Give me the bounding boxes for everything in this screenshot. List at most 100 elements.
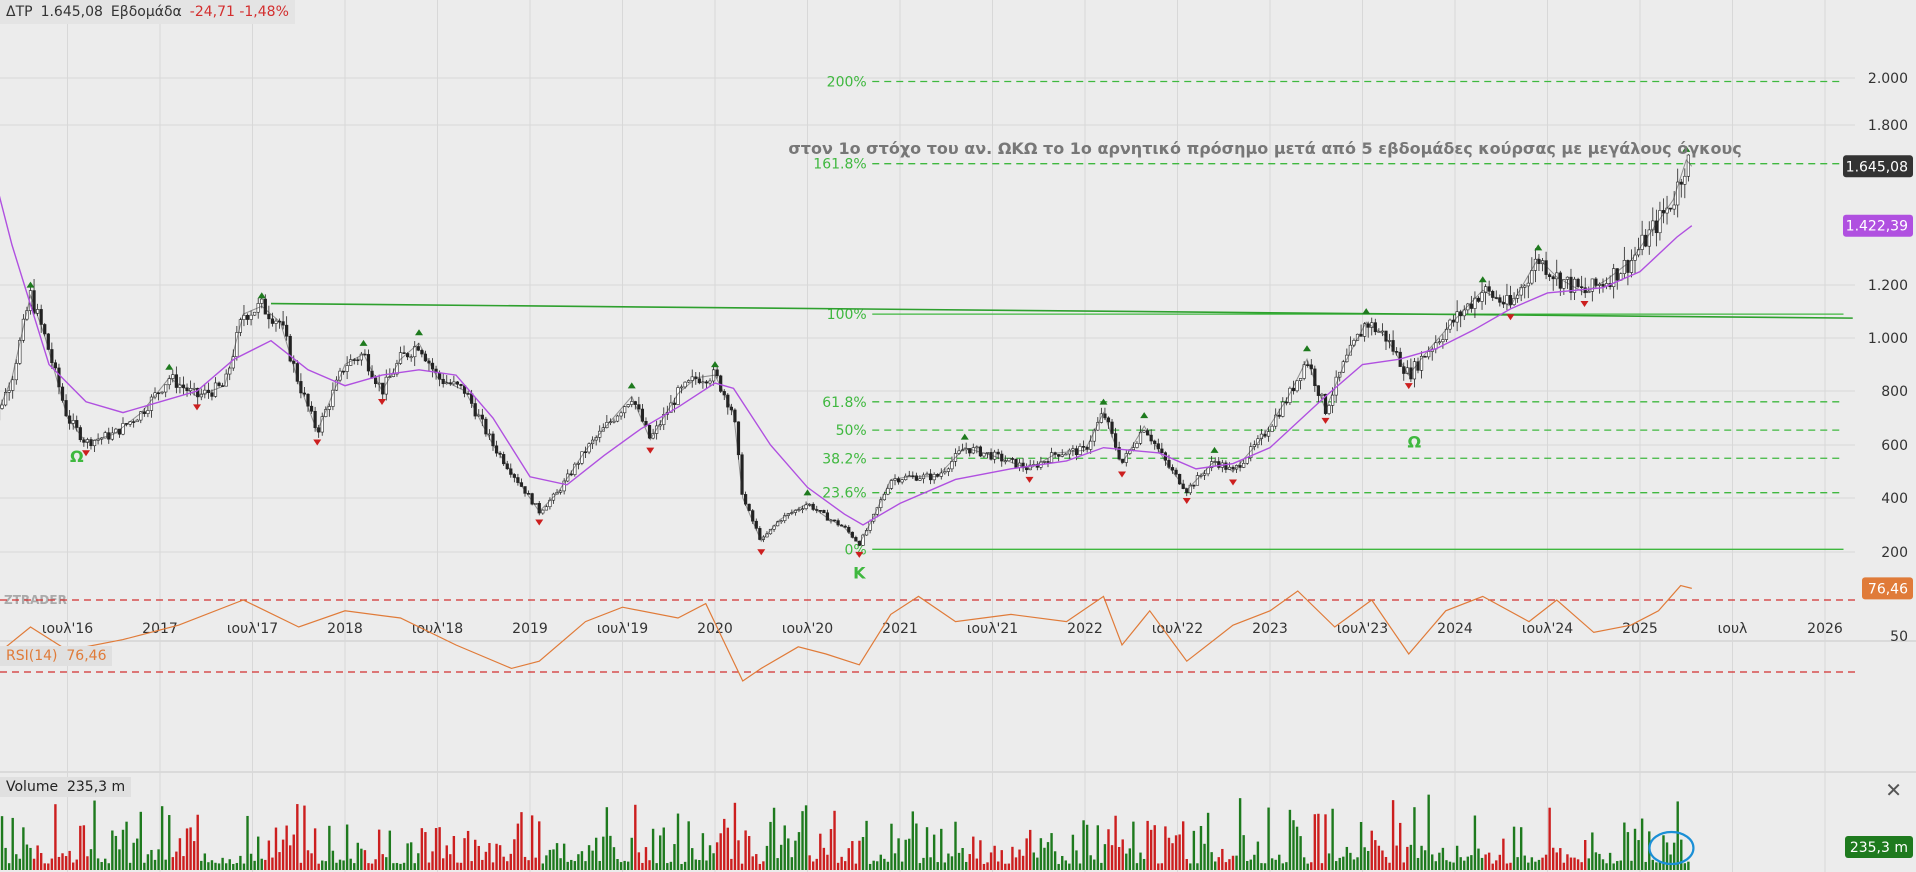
candle-body xyxy=(1135,443,1139,448)
volume-bar xyxy=(431,851,434,870)
fractal-low-marker xyxy=(855,551,864,558)
symbol-label: ΔΤΡ xyxy=(6,4,33,20)
candle-body xyxy=(612,420,616,423)
volume-bar xyxy=(801,811,804,870)
volume-value: 235,3 m xyxy=(66,779,126,795)
volume-bar xyxy=(530,815,534,870)
candle-body xyxy=(1071,448,1075,451)
volume-bar xyxy=(1665,842,1669,870)
volume-bar xyxy=(1555,852,1558,870)
volume-bar xyxy=(374,859,377,870)
volume-bar xyxy=(1142,858,1146,870)
volume-bar xyxy=(1601,859,1605,870)
candle-body xyxy=(1295,380,1299,392)
candle-body xyxy=(1323,393,1328,414)
volume-panel-label[interactable]: Volume 235,3 m xyxy=(0,777,132,797)
candle-body xyxy=(1565,276,1570,280)
fractal-low-marker xyxy=(378,399,386,405)
x-tick-label: 2021 xyxy=(882,621,918,637)
candle-body xyxy=(1373,322,1377,333)
volume-bar xyxy=(865,820,868,870)
volume-bar xyxy=(1359,821,1363,870)
volume-bar xyxy=(185,828,189,870)
volume-bar xyxy=(1644,861,1647,870)
candle-body xyxy=(164,384,168,393)
volume-bar xyxy=(559,858,562,870)
volume-bar xyxy=(787,838,790,870)
fib-label: 161.8% xyxy=(813,157,866,173)
candle-body xyxy=(1587,291,1591,294)
volume-bar xyxy=(708,845,712,870)
rsi-panel-label[interactable]: RSI(14) 76,46 xyxy=(0,646,113,666)
volume-highlight-circle xyxy=(1648,830,1695,866)
fractal-low-marker xyxy=(646,447,655,454)
volume-bar xyxy=(1292,820,1295,870)
volume-bar xyxy=(338,859,342,870)
volume-bar xyxy=(1117,846,1121,870)
volume-bar xyxy=(943,862,947,870)
candle-body xyxy=(366,354,371,372)
volume-bar xyxy=(1541,857,1544,870)
candle-body xyxy=(701,381,705,384)
volume-bar xyxy=(1338,857,1341,870)
volume-bar xyxy=(979,840,982,870)
volume-bar xyxy=(868,863,872,870)
rsi-line xyxy=(0,584,1692,682)
candle-body xyxy=(832,519,837,522)
candle-body xyxy=(1192,484,1196,487)
candle-body xyxy=(1049,452,1054,463)
volume-bar xyxy=(1391,800,1395,870)
volume-bar xyxy=(1224,862,1228,870)
volume-bar xyxy=(744,830,747,870)
volume-bar xyxy=(1007,863,1011,870)
volume-bar xyxy=(918,863,922,870)
candle-body xyxy=(274,320,278,324)
volume-bar xyxy=(651,828,655,870)
candle-body xyxy=(1491,291,1495,298)
volume-bar xyxy=(1395,845,1398,870)
candle-body xyxy=(1010,458,1015,460)
timeframe-label[interactable]: Εβδομάδα xyxy=(110,4,182,20)
volume-bar xyxy=(719,833,722,870)
volume-bar xyxy=(1249,859,1252,870)
volume-bar xyxy=(598,860,601,870)
volume-bar xyxy=(395,862,399,870)
fractal-low-marker xyxy=(1580,300,1589,307)
volume-bar xyxy=(630,837,633,870)
volume-bar xyxy=(1107,829,1110,870)
volume-bar xyxy=(221,857,224,870)
volume-bar xyxy=(1167,837,1171,870)
volume-bar xyxy=(1438,852,1441,870)
volume-bar xyxy=(691,848,694,870)
volume-bar xyxy=(217,863,221,870)
volume-bar xyxy=(1463,860,1466,870)
volume-bar xyxy=(224,863,228,870)
candle-body xyxy=(92,440,97,447)
candle-body xyxy=(797,509,801,511)
candle-body xyxy=(263,298,267,315)
volume-bar xyxy=(495,843,498,870)
volume-bar xyxy=(264,859,267,870)
volume-bar xyxy=(1039,838,1043,870)
volume-bar xyxy=(872,860,875,870)
volume-bar xyxy=(1637,840,1640,870)
x-tick-label: 2024 xyxy=(1437,621,1473,637)
candle-body xyxy=(1391,340,1395,352)
close-icon[interactable]: ✕ xyxy=(1885,778,1902,802)
candle-body xyxy=(1562,279,1566,289)
candle-body xyxy=(146,410,150,414)
fib-label: 200% xyxy=(827,75,867,91)
volume-bar xyxy=(1310,862,1313,870)
candle-body xyxy=(1081,446,1086,448)
candle-body xyxy=(1380,330,1385,333)
volume-bar xyxy=(1399,822,1402,870)
volume-bar xyxy=(1014,857,1018,870)
x-tick-label: 2022 xyxy=(1067,621,1103,637)
candle-body xyxy=(139,411,143,421)
volume-bar xyxy=(385,857,388,870)
volume-bar xyxy=(762,861,765,870)
volume-bar xyxy=(1434,861,1437,870)
volume-bar xyxy=(1061,855,1064,870)
candle-body xyxy=(1266,431,1271,437)
